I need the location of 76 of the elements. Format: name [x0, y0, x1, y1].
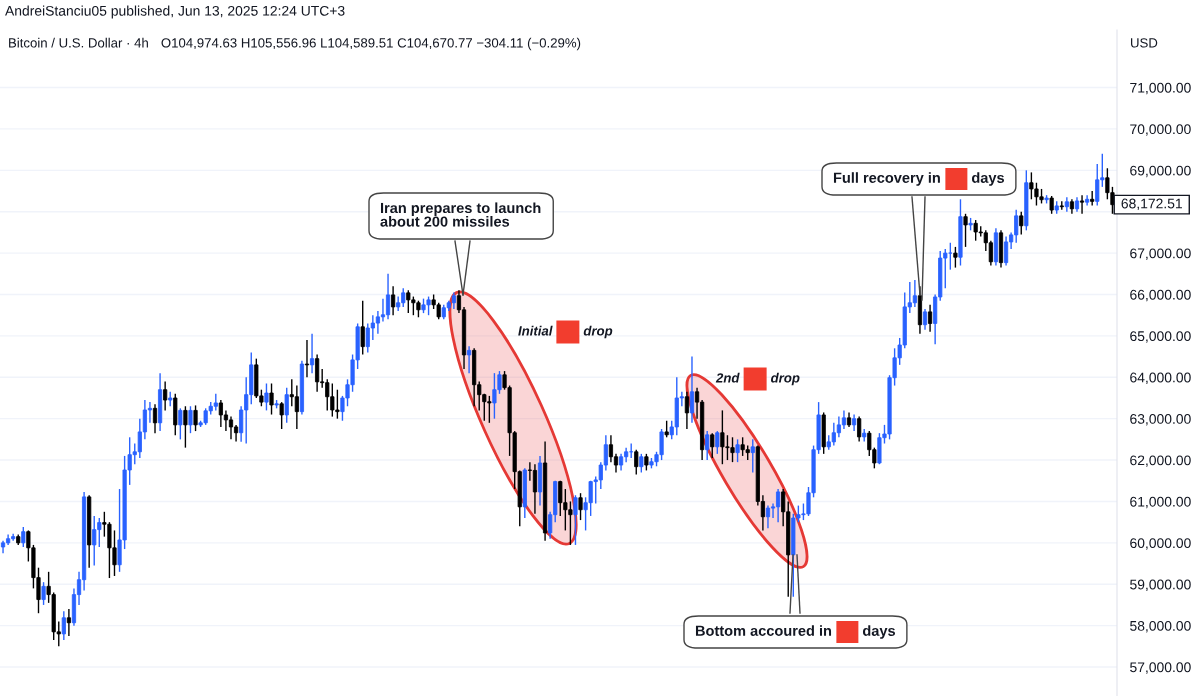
- annotation: Full recovery in: [833, 172, 940, 186]
- candlestick: [608, 434, 614, 463]
- y-tick-label: 58,000.00: [1130, 620, 1191, 633]
- candlestick: [152, 403, 158, 434]
- candlestick: [1079, 194, 1085, 215]
- candlestick: [467, 345, 472, 374]
- candlestick: [279, 401, 284, 430]
- candlestick: [66, 608, 71, 637]
- candlestick: [689, 355, 695, 424]
- candlestick: [360, 300, 365, 356]
- candlestick: [715, 430, 720, 455]
- annotation: drop: [771, 372, 800, 386]
- candlestick: [284, 386, 289, 424]
- candlestick: [963, 213, 968, 248]
- chart-title: Bitcoin / U.S. Dollar · 4h: [9, 37, 148, 48]
- candlestick: [578, 492, 583, 521]
- annotation: 2nd: [715, 372, 740, 383]
- candlestick: [841, 409, 847, 430]
- candlestick: [41, 581, 46, 606]
- candlestick: [639, 453, 644, 474]
- candlestick: [385, 273, 391, 321]
- annotation: days: [971, 172, 1005, 186]
- y-tick-label: 67,000.00: [1130, 248, 1191, 260]
- candlestick: [953, 246, 958, 269]
- annotation: Iran prepares to launch about 200 missiles: [380, 202, 541, 227]
- y-tick-label: 69,000.00: [1130, 165, 1191, 178]
- candlestick: [735, 438, 740, 463]
- candlestick: [750, 438, 755, 474]
- candlestick: [1090, 190, 1095, 207]
- y-tick-label: 61,000.00: [1130, 496, 1191, 509]
- candlestick: [61, 610, 66, 641]
- y-tick-label: 62,000.00: [1130, 455, 1191, 467]
- annotation: drop: [583, 325, 613, 339]
- candlestick: [188, 405, 193, 434]
- text: 68,172.51: [1121, 198, 1182, 211]
- candlestick: [228, 415, 234, 441]
- y-axis-title: USD: [1131, 38, 1158, 48]
- candlestick: [573, 494, 578, 546]
- text: AndreiStanciu05 published, Jun 13, 2025 12:24 UTC+3: [5, 5, 345, 19]
- candlestick: [922, 308, 928, 331]
- annotation: Bottom accoured in: [695, 625, 832, 636]
- y-tick-label: 57,000.00: [1130, 662, 1191, 674]
- text: O104,974.63 H105,556.96 L104,589.51 C104,670.77 −304.11 (−0.29%): [161, 37, 581, 51]
- candlestick: [684, 391, 690, 430]
- candlestick: [304, 339, 310, 378]
- y-tick-label: 71,000.00: [1130, 82, 1191, 95]
- candlestick: [1019, 211, 1024, 236]
- candlestick: [634, 449, 639, 476]
- candlestick: [705, 430, 710, 461]
- candlestick: [765, 504, 771, 530]
- candlestick: [1085, 194, 1090, 207]
- candlestick: [1064, 196, 1069, 213]
- y-tick-label: 70,000.00: [1130, 124, 1191, 136]
- y-tick-label: 60,000.00: [1130, 538, 1191, 550]
- candlestick: [532, 463, 538, 515]
- candlestick: [380, 297, 386, 323]
- candlestick: [857, 415, 862, 443]
- candlestick: [183, 405, 188, 449]
- candlestick: [710, 432, 715, 459]
- y-tick-label: 59,000.00: [1130, 579, 1191, 592]
- candlestick: [391, 285, 396, 316]
- candlestick: [1003, 235, 1009, 267]
- candlestick: [269, 382, 274, 416]
- candlestick: [193, 404, 198, 432]
- annotation: Initial: [518, 325, 553, 336]
- y-tick-label: 64,000.00: [1130, 372, 1191, 385]
- candlestick: [927, 304, 933, 333]
- annotation: days: [862, 625, 896, 639]
- candlestick: [21, 526, 26, 548]
- candlestick: [163, 380, 168, 412]
- y-tick-label: 66,000.00: [1130, 289, 1191, 302]
- candlestick: [178, 407, 183, 441]
- y-tick-label: 65,000.00: [1130, 331, 1191, 343]
- y-tick-label: 63,000.00: [1130, 414, 1191, 426]
- candlestick: [264, 382, 269, 412]
- candlestick: [309, 333, 315, 374]
